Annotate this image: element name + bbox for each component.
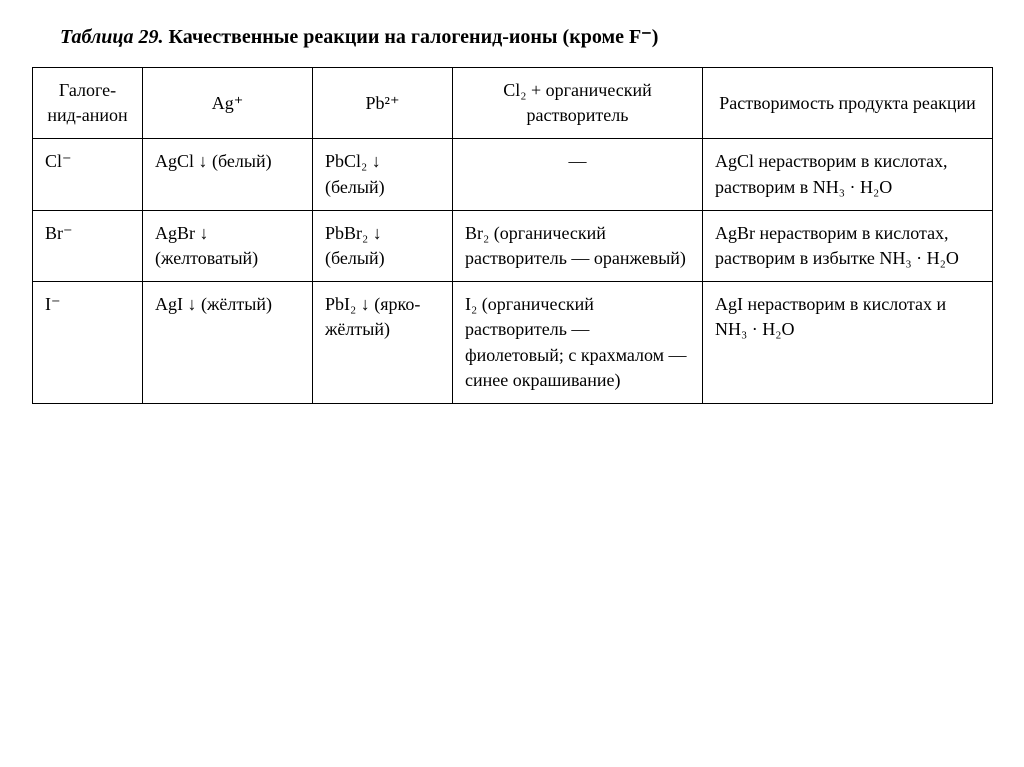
col-cl2: Cl₂ + органический растворитель [453, 68, 703, 139]
col-ag: Ag⁺ [143, 68, 313, 139]
col-pb: Pb²⁺ [313, 68, 453, 139]
cell-anion: Br⁻ [33, 210, 143, 281]
cell-ag: AgCl ↓ (белый) [143, 139, 313, 210]
cell-pb: PbI₂ ↓ (ярко-жёлтый) [313, 282, 453, 404]
cell-cl2: Br₂ (органический растворитель — оранжев… [453, 210, 703, 281]
cell-sol: AgI нерастворим в кислотах и NH₃ · H₂O [703, 282, 993, 404]
cell-anion: I⁻ [33, 282, 143, 404]
col-anion: Галоге­нид-анион [33, 68, 143, 139]
table-caption: Качественные реакции на галогенид-ионы (… [169, 26, 659, 48]
table-row: I⁻ AgI ↓ (жёлтый) PbI₂ ↓ (ярко-жёлтый) I… [33, 282, 993, 404]
cell-cl2: I₂ (органический растворитель — фиолетов… [453, 282, 703, 404]
cell-sol: AgCl нерастворим в кислотах, раство­рим … [703, 139, 993, 210]
cell-anion: Cl⁻ [33, 139, 143, 210]
cell-ag: AgI ↓ (жёлтый) [143, 282, 313, 404]
cell-pb: PbBr₂ ↓ (белый) [313, 210, 453, 281]
cell-sol: AgBr нерастворим в кислотах, раство­рим … [703, 210, 993, 281]
cell-cl2: — [453, 139, 703, 210]
table-header-row: Галоге­нид-анион Ag⁺ Pb²⁺ Cl₂ + органиче… [33, 68, 993, 139]
table-row: Cl⁻ AgCl ↓ (белый) PbCl₂ ↓ (белый) — AgC… [33, 139, 993, 210]
reactions-table: Галоге­нид-анион Ag⁺ Pb²⁺ Cl₂ + органиче… [32, 67, 993, 404]
table-row: Br⁻ AgBr ↓ (желтоватый) PbBr₂ ↓ (белый) … [33, 210, 993, 281]
col-solubility: Растворимость продукта реакции [703, 68, 993, 139]
cell-pb: PbCl₂ ↓ (белый) [313, 139, 453, 210]
cell-ag: AgBr ↓ (желтоватый) [143, 210, 313, 281]
table-title: Таблица 29. Качественные реакции на гало… [60, 24, 992, 49]
table-number: Таблица 29. [60, 26, 164, 48]
